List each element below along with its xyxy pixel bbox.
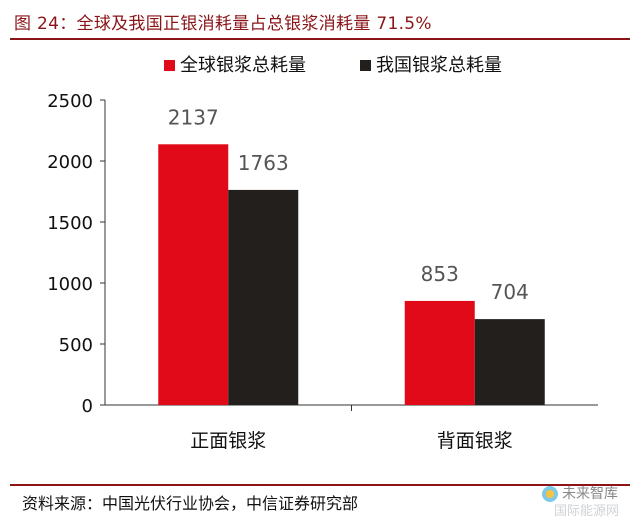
- bar-1-1: [158, 144, 229, 405]
- source-note: 资料来源：中国光伏行业协会，中信证券研究部: [22, 494, 359, 513]
- y-tick-label: 1000: [47, 274, 93, 295]
- bar-1-2: [404, 300, 475, 405]
- legend-swatch-1: [164, 60, 175, 71]
- data-label: 704: [491, 280, 529, 304]
- y-tick-label: 2500: [47, 91, 93, 112]
- x-tick-label: 正面银浆: [190, 430, 266, 452]
- bar-chart: 全球银浆总耗量 我国银浆总耗量 0 500 1000 1500 2000 2500 正面银浆 背…: [47, 55, 598, 452]
- data-label: 2137: [168, 105, 219, 129]
- y-tick-label: 2000: [47, 152, 93, 173]
- legend-swatch-2: [360, 60, 371, 71]
- figure-title: 图 24：全球及我国正银消耗量占总银浆消耗量 71.5%: [14, 14, 432, 34]
- data-label: 853: [421, 262, 459, 286]
- data-label: 1763: [238, 151, 289, 175]
- y-tick-label: 500: [59, 335, 93, 356]
- legend-label-2: 我国银浆总耗量: [376, 55, 502, 76]
- watermark-text: 未来智库: [562, 486, 618, 502]
- watermark-subtext: 国际能源网: [554, 504, 620, 519]
- legend-label-1: 全球银浆总耗量: [180, 55, 306, 76]
- watermark-logo-icon: [542, 486, 558, 502]
- bar-2-2: [474, 319, 545, 405]
- y-tick-label: 1500: [47, 213, 93, 234]
- legend: 全球银浆总耗量 我国银浆总耗量: [164, 55, 502, 76]
- bars: [158, 144, 545, 405]
- data-labels: 2137 1763 853 704: [168, 105, 529, 304]
- bar-2-1: [228, 189, 299, 405]
- source-divider: [10, 484, 630, 486]
- title-divider: [10, 38, 630, 40]
- watermark: 未来智库 国际能源网: [540, 482, 638, 519]
- axes: 0 500 1000 1500 2000 2500 正面银浆 背面银浆: [47, 91, 598, 452]
- x-tick-label: 背面银浆: [437, 430, 513, 452]
- y-tick-label: 0: [82, 396, 93, 417]
